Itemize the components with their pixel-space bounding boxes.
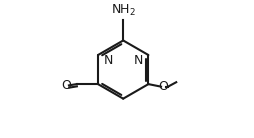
Text: NH$_2$: NH$_2$ [111, 3, 136, 18]
Text: N: N [103, 54, 113, 67]
Text: O: O [158, 80, 168, 93]
Text: O: O [61, 79, 71, 92]
Text: N: N [134, 54, 143, 67]
